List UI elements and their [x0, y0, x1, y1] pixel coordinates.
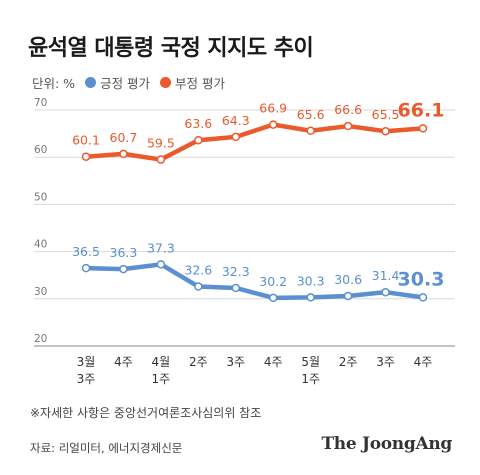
data-point: [156, 155, 166, 164]
y-tick-label: 70: [34, 97, 47, 109]
legend-swatch-negative: [160, 77, 172, 88]
data-label: 63.6: [184, 116, 212, 131]
y-tick-label: 60: [34, 144, 47, 156]
x-tick-label: 3주: [376, 355, 395, 369]
chart-title: 윤석열 대통령 국정 지지도 추이: [28, 36, 314, 61]
data-label: 66.6: [334, 102, 362, 117]
data-point: [156, 260, 166, 269]
data-label: 60.7: [110, 130, 138, 145]
data-point: [381, 287, 390, 297]
data-point: [418, 293, 428, 302]
data-label: 30.6: [334, 272, 362, 287]
data-label: 30.2: [259, 274, 287, 289]
data-point: [306, 126, 315, 136]
x-tick-label: 4주: [414, 355, 433, 369]
y-tick-label: 50: [34, 191, 47, 203]
data-point: [381, 126, 390, 136]
legend-swatch-positive: [85, 77, 97, 88]
x-tick-label: 4주: [264, 355, 283, 369]
legend-label-negative: 부정 평가: [175, 76, 226, 91]
legend-item-negative: 부정 평가: [160, 73, 225, 92]
data-label: 64.3: [222, 113, 250, 128]
data-point: [343, 121, 353, 131]
data-label: 37.3: [147, 240, 175, 255]
x-tick-label: 3월: [77, 355, 96, 369]
data-label: 32.3: [222, 264, 250, 279]
data-point: [119, 264, 128, 274]
unit-label: 단위: %: [32, 76, 76, 91]
y-tick-label: 20: [34, 333, 47, 345]
x-tick-label: 4월: [152, 355, 171, 369]
data-label: 30.3: [398, 268, 445, 290]
data-label: 31.4: [372, 268, 400, 283]
data-label: 30.3: [297, 273, 325, 288]
data-point: [268, 293, 278, 303]
data-point: [81, 263, 91, 273]
data-label: 36.3: [110, 245, 138, 260]
data-point: [306, 293, 315, 302]
data-label: 66.1: [398, 99, 445, 121]
data-point: [268, 120, 278, 129]
data-point: [119, 149, 128, 159]
legend-item-positive: 긍정 평가: [85, 73, 150, 92]
data-point: [231, 132, 241, 142]
footnote: ※자세한 사항은 중앙선거여론조사심의위 참조: [30, 406, 262, 420]
series-line-positive: [83, 262, 426, 301]
data-point: [194, 282, 203, 291]
data-label: 66.9: [259, 101, 287, 116]
legend-label-positive: 긍정 평가: [100, 76, 151, 91]
data-label: 65.5: [372, 107, 400, 122]
source-credit: 자료: 리얼미터, 에너지경제신문: [30, 441, 183, 455]
legend: 단위: % 긍정 평가 부정 평가: [32, 73, 225, 92]
data-point: [343, 291, 353, 301]
x-tick-label: 5월: [301, 355, 320, 369]
x-tick-label: 1주: [301, 372, 320, 386]
data-point: [81, 152, 91, 161]
data-label: 32.6: [184, 263, 212, 278]
brand-logo: The JoongAng: [321, 434, 452, 454]
x-tick-label: 3주: [77, 372, 96, 386]
y-tick-label: 30: [34, 286, 47, 298]
x-tick-label: 3주: [226, 355, 245, 369]
data-point: [231, 283, 241, 293]
x-tick-label: 4주: [114, 355, 133, 369]
data-label: 59.5: [147, 136, 175, 151]
data-label: 36.5: [72, 244, 100, 259]
line-chart: 20 30 40 50 60 70 3월 3주 4주 4월 1주 2주 3주 4주 5월 1주 2주 3주 4주 36…: [34, 97, 455, 386]
data-label: 60.1: [72, 133, 100, 148]
x-tick-label: 2주: [189, 355, 208, 369]
y-tick-label: 40: [34, 239, 47, 251]
data-point: [194, 135, 203, 145]
x-tick-label: 1주: [152, 372, 171, 386]
data-point: [418, 124, 428, 133]
data-label: 65.6: [297, 107, 325, 122]
series-line-negative: [83, 122, 426, 162]
x-tick-label: 2주: [339, 355, 358, 369]
